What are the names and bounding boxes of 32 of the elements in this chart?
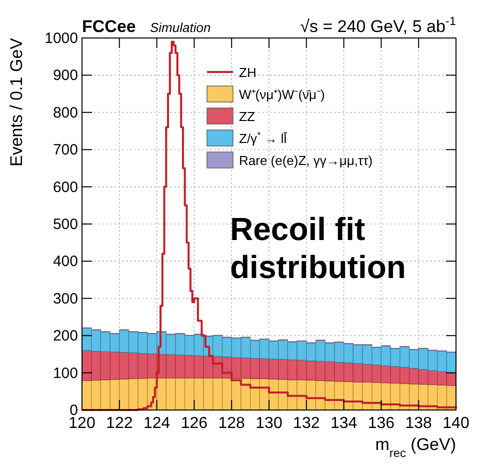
y-tick-label: 300 [52,290,78,308]
x-tick-label: 134 [330,415,358,432]
y-tick-label: 800 [52,104,78,122]
x-axis-title: m$_{rec}$ (GeV) [375,435,456,460]
y-tick-label: 600 [52,178,78,196]
x-tick-label: 132 [293,415,320,432]
x-tick-label: 130 [256,415,282,432]
y-axis-title: Events / 0.1 GeV [7,37,26,167]
x-tick-label: 140 [442,415,470,432]
y-tick-label: 400 [52,253,78,270]
chart-subtitle: Simulation [150,20,211,35]
legend-label: ZZ [239,109,255,124]
x-tick-label: 138 [405,415,432,432]
text: √s = 240 GeV, 5 ab$^{-1}$ [300,14,456,36]
y-tick-label: 500 [52,216,78,233]
y-tick-label: 100 [52,364,78,382]
x-tick-label: 126 [180,415,208,432]
y-tick-label: 200 [52,328,78,345]
annotation: Recoil fit distribution [230,211,406,285]
x-tick-label: 122 [106,415,133,432]
chart-title: FCCee [82,17,136,36]
x-tick-label: 128 [218,415,246,432]
legend-label: W⁺(νμ⁺)W⁻(ν̄μ⁻) [239,87,325,102]
legend-label: Z/γ$^{*}$ → ll̄ [239,130,288,146]
y-tick-label: 900 [52,67,78,84]
x-tick-label: 136 [368,415,395,432]
legend-label: ZH [239,65,256,80]
y-tick-label: 1000 [44,30,78,47]
x-tick-label: 120 [68,415,96,432]
x-tick-label: 124 [143,415,170,432]
y-tick-label: 700 [52,142,78,159]
legend-label: Rare (e(e)Z, γγ→μμ,ττ) [239,153,373,168]
